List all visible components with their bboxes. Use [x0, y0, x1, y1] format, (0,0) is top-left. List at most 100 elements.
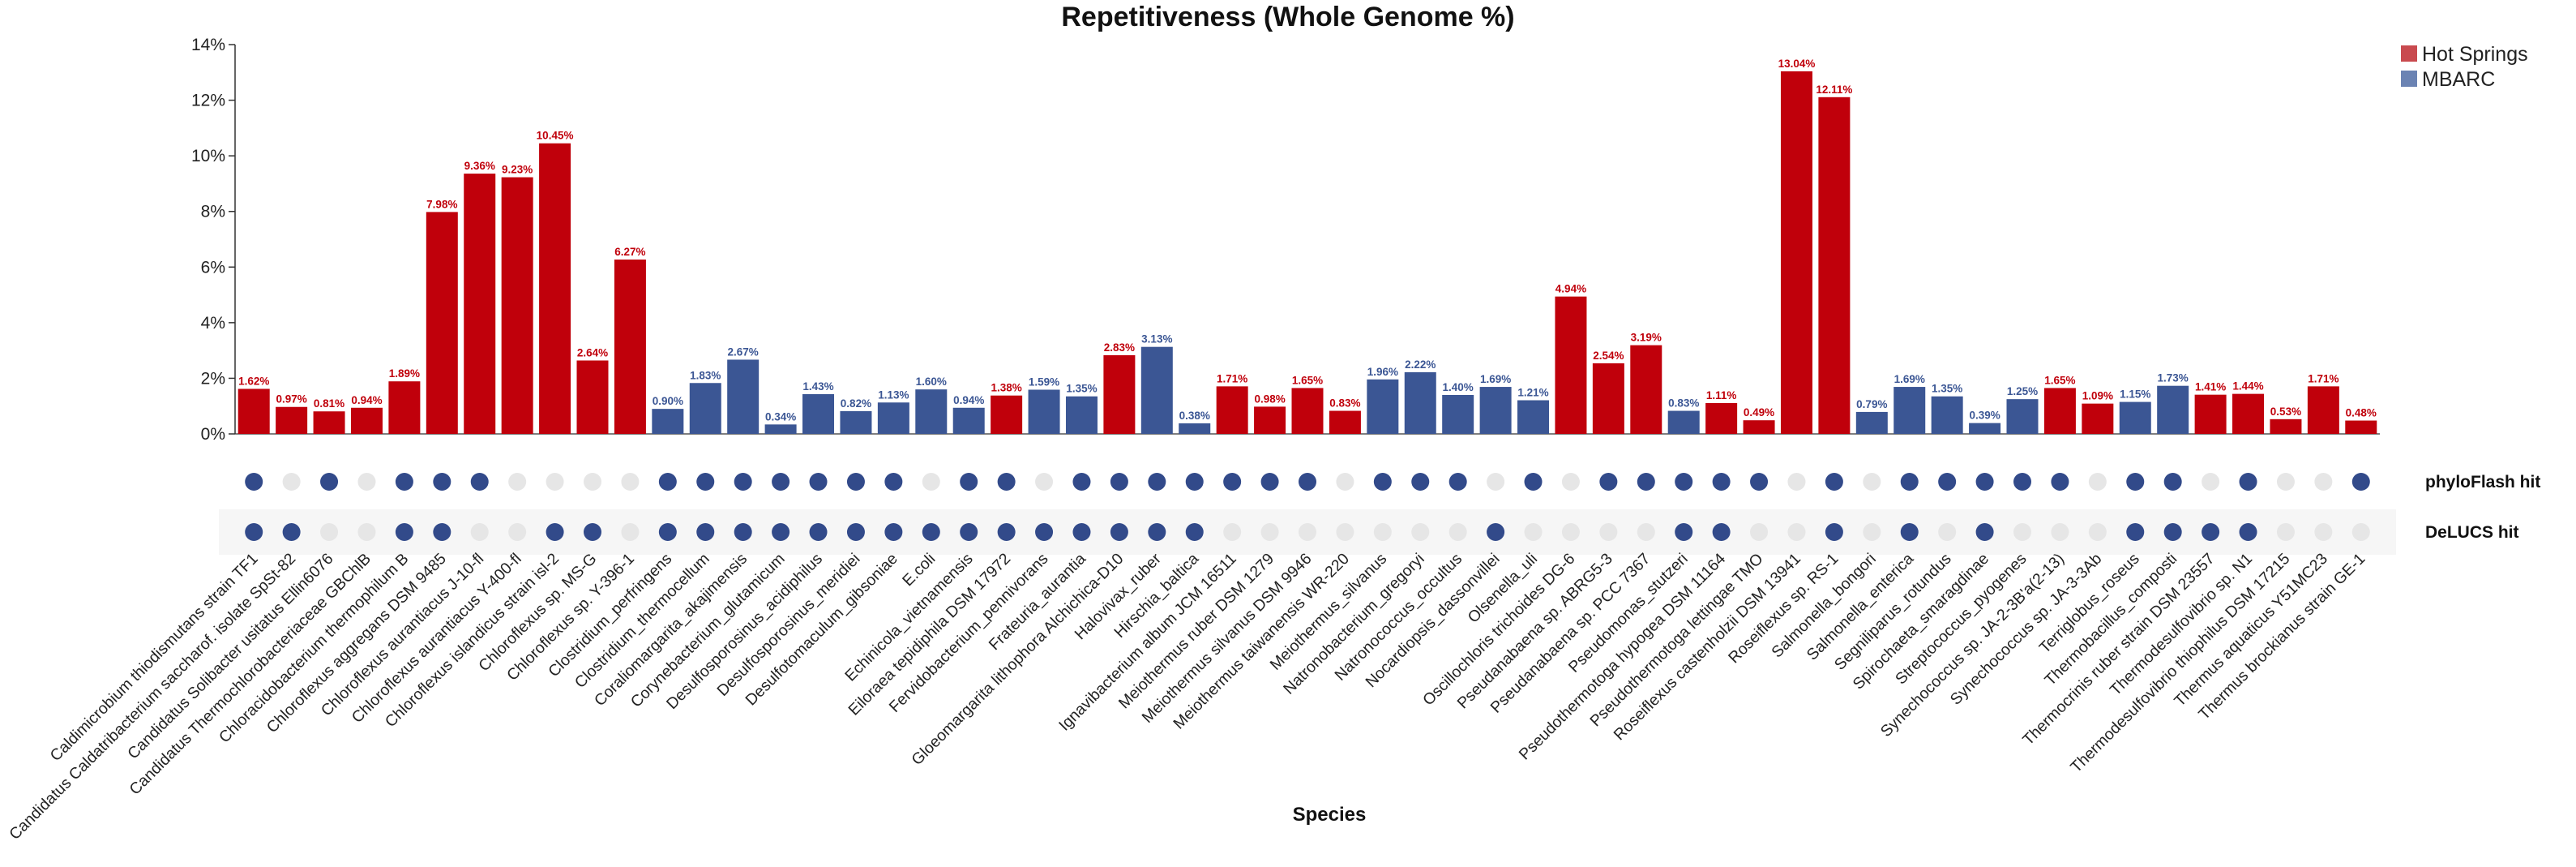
hit-dot: [1637, 473, 1655, 491]
bar: [1216, 386, 1248, 434]
hit-dot: [997, 523, 1016, 541]
bar-value-label: 0.53%: [2270, 406, 2301, 418]
hit-dot: [1675, 473, 1693, 491]
hit-dot: [1072, 473, 1091, 491]
hit-dot: [395, 523, 413, 541]
hit-dot: [772, 523, 790, 541]
miss-dot: [2013, 523, 2031, 541]
miss-dot: [621, 523, 640, 541]
hit-rows: phyloFlash hit DeLUCS hit: [219, 473, 2540, 555]
bar-value-label: 2.64%: [577, 346, 608, 358]
miss-dot: [922, 473, 940, 491]
miss-dot: [470, 523, 489, 541]
miss-dot: [1863, 473, 1881, 491]
bar-value-label: 1.09%: [2082, 390, 2113, 402]
bar: [952, 407, 985, 434]
hit-dot: [1750, 473, 1769, 491]
bar-value-label: 1.71%: [2308, 372, 2339, 384]
y-tick-label: 12%: [191, 92, 225, 110]
chart-title: Repetitiveness (Whole Genome %): [1061, 2, 1514, 32]
bar: [1179, 423, 1211, 434]
bar: [1969, 423, 2001, 434]
bar-value-label: 0.38%: [1179, 410, 1210, 422]
hit-dot: [658, 473, 677, 491]
bar: [991, 395, 1023, 434]
miss-dot: [2314, 523, 2333, 541]
y-tick-label: 6%: [201, 258, 225, 277]
category-labels: Caldimicrobium thiodismutans strain TF1C…: [6, 550, 2368, 843]
bar: [539, 143, 571, 434]
bar-value-label: 0.98%: [1254, 393, 1285, 405]
hit-dot: [772, 473, 790, 491]
legend-label: MBARC: [2422, 68, 2495, 91]
bars: [237, 71, 2377, 435]
miss-dot: [2276, 523, 2295, 541]
bar-value-label: 12.11%: [1816, 84, 1852, 96]
bar: [1630, 345, 1662, 434]
bar-value-label: 1.59%: [1029, 376, 1059, 388]
miss-dot: [1487, 473, 1505, 491]
hit-dot: [2051, 473, 2069, 491]
hit-dot: [809, 473, 828, 491]
hit-dot: [2126, 523, 2145, 541]
miss-dot: [2314, 473, 2333, 491]
bar-value-label: 6.27%: [614, 246, 645, 258]
hit-dot: [1411, 473, 1430, 491]
miss-dot: [320, 523, 339, 541]
miss-dot: [1938, 523, 1957, 541]
bar: [1705, 402, 1738, 434]
hit-dot: [1148, 523, 1166, 541]
y-tick-label: 14%: [191, 36, 225, 54]
bar: [2043, 388, 2076, 434]
bar-value-label: 1.41%: [2195, 381, 2226, 393]
miss-dot: [1561, 523, 1580, 541]
miss-dot: [1787, 473, 1806, 491]
bar: [727, 359, 760, 434]
hit-dot: [584, 523, 601, 541]
bar-value-label: 1.13%: [878, 388, 909, 401]
bar-value-label: 1.69%: [1480, 373, 1511, 385]
bar: [426, 212, 458, 434]
hit-dot: [696, 473, 715, 491]
bar: [1140, 346, 1173, 434]
bar-value-label: 0.83%: [1329, 397, 1360, 410]
hit-dot: [1148, 473, 1166, 491]
bar-value-label: 0.83%: [1668, 397, 1699, 410]
y-tick-label: 10%: [191, 147, 225, 165]
y-tick-label: 8%: [201, 203, 225, 221]
hit-dot: [1223, 473, 1242, 491]
y-tick-label: 4%: [201, 314, 225, 333]
hit-dot: [1825, 473, 1843, 491]
miss-dot: [2088, 473, 2107, 491]
bar: [313, 411, 345, 434]
miss-dot: [1787, 523, 1806, 541]
hit-dot: [1900, 473, 1919, 491]
hit-dot: [1110, 473, 1128, 491]
bar: [1667, 410, 1700, 434]
miss-dot: [621, 473, 640, 491]
bar-value-label: 1.38%: [991, 382, 1021, 394]
miss-dot: [508, 473, 527, 491]
miss-dot: [1411, 523, 1430, 541]
bar-value-label: 0.39%: [1969, 410, 2000, 422]
hit-dot: [1299, 473, 1316, 491]
bar-value-label: 0.82%: [841, 397, 871, 410]
legend-swatch: [2401, 71, 2417, 87]
miss-dot: [546, 473, 564, 491]
x-axis-title: Species: [1293, 804, 1367, 826]
hit-dot: [734, 523, 752, 541]
hit-dot: [846, 473, 865, 491]
hit-dot: [658, 523, 677, 541]
hit-dot: [1825, 523, 1843, 541]
hit-dot: [1487, 523, 1505, 541]
bar-value-label: 0.94%: [953, 394, 984, 406]
bar: [2194, 394, 2227, 434]
hit-dot: [1185, 473, 1204, 491]
hit-dot: [1448, 473, 1467, 491]
miss-dot: [1448, 523, 1467, 541]
bar-value-label: 0.94%: [351, 394, 382, 406]
bar: [840, 410, 872, 434]
hit-dot: [1072, 523, 1091, 541]
bar: [1028, 389, 1060, 434]
